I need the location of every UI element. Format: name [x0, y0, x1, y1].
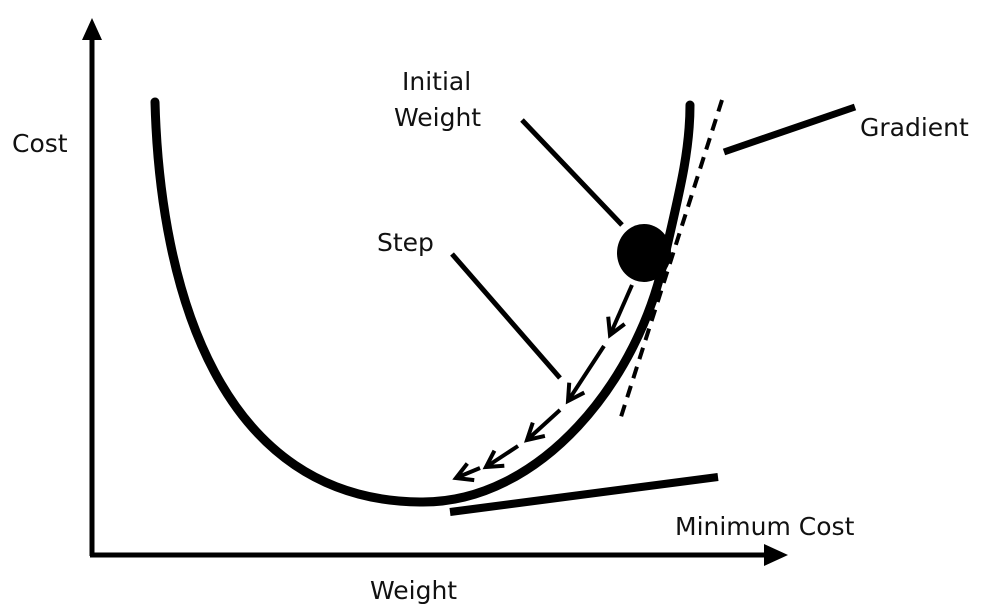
step-label: Step — [377, 228, 434, 257]
x-axis-label: Weight — [370, 576, 457, 605]
step-arrow — [456, 468, 481, 478]
y-axis-label: Cost — [12, 129, 68, 158]
step-arrow — [568, 344, 606, 401]
gradient-label: Gradient — [860, 113, 969, 142]
minimum-cost-label: Minimum Cost — [675, 512, 855, 541]
gradient-pointer — [722, 103, 857, 156]
initial-weight-label-line1: Initial — [402, 67, 471, 96]
step-arrow — [486, 444, 520, 467]
step-arrows — [456, 284, 634, 478]
initial-weight-ball — [617, 224, 671, 282]
y-axis-arrowhead — [82, 18, 102, 40]
minimum-cost-pointer — [449, 473, 719, 516]
cost-curve — [150, 97, 695, 507]
step-arrow — [610, 284, 634, 335]
initial-weight-pointer — [520, 118, 624, 227]
initial-weight-label-line2: Weight — [394, 103, 481, 132]
x-axis-arrowhead — [764, 544, 788, 566]
step-pointer — [450, 252, 562, 380]
gradient-tangent-line — [618, 99, 724, 421]
step-arrow — [527, 408, 562, 440]
